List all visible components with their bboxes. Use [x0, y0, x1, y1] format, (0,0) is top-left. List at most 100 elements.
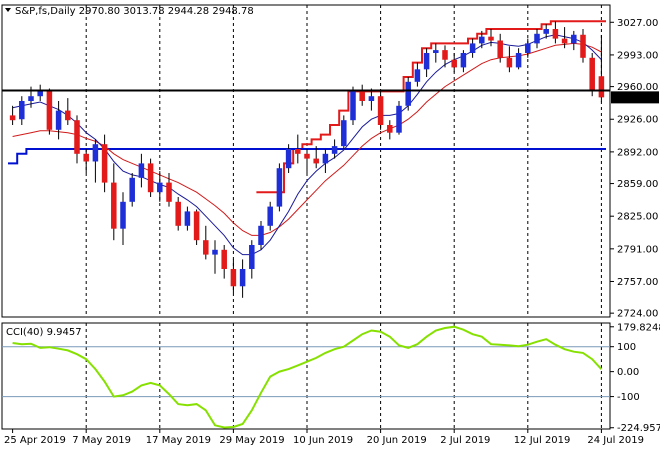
candle	[258, 221, 264, 250]
candle-body	[184, 211, 191, 226]
cci-y-axis: 179.8248 100 0.00 -100 -224.9578	[610, 322, 660, 434]
candle-body	[414, 69, 421, 82]
candle	[433, 43, 439, 63]
dropdown-triangle-icon[interactable]	[5, 8, 11, 12]
candle-body	[19, 101, 25, 120]
candle	[469, 38, 476, 58]
candle-body	[28, 96, 34, 101]
candle-body	[534, 33, 540, 44]
candle-body	[101, 144, 108, 183]
candle-body	[331, 146, 338, 154]
candle-body	[157, 182, 163, 193]
candle	[230, 259, 237, 293]
candle	[387, 120, 393, 140]
candle	[304, 149, 310, 173]
candle-body	[396, 105, 402, 133]
candle-body	[451, 59, 457, 68]
cci-y-tick-label: 100	[617, 342, 636, 353]
cci-y-tick-label: 0.00	[617, 367, 639, 378]
price-y-tick-label: 2825.00	[617, 212, 658, 223]
candle	[65, 98, 71, 125]
cci-grid	[1, 322, 611, 430]
candle	[267, 201, 273, 231]
candle	[285, 144, 292, 173]
candle	[451, 53, 457, 73]
candle	[414, 62, 421, 87]
candle	[423, 48, 430, 77]
candle-body	[525, 43, 531, 53]
candle-body	[460, 53, 467, 68]
candle	[313, 146, 319, 169]
cci-y-tick-label: 179.8248	[617, 322, 660, 333]
candle-body	[258, 225, 264, 245]
candle-body	[267, 206, 273, 226]
candle-body	[341, 120, 347, 147]
candle	[249, 240, 255, 279]
candle-body	[405, 81, 411, 106]
cci-series-line	[12, 325, 603, 429]
cci-label: CCI(40) 9.9457	[6, 327, 82, 338]
candle-body	[166, 182, 172, 202]
price-frame	[1, 4, 611, 318]
candle-body	[377, 96, 384, 125]
x-tick-label: 10 Jun 2019	[293, 435, 353, 446]
x-tick-label: 24 Jul 2019	[587, 435, 644, 446]
current-price-label: 2948.78	[617, 93, 658, 104]
candle-body	[359, 91, 365, 101]
fast-ma-line	[12, 34, 602, 256]
price-panel: 3027.00 2993.00 2960.00 2926.00 2892.00 2859.…	[1, 4, 659, 320]
candle	[138, 153, 145, 188]
candle	[175, 197, 181, 231]
candle	[460, 50, 467, 73]
cci-y-tick-label: -100	[617, 392, 640, 403]
cci-frame	[1, 322, 611, 430]
candle-body	[92, 144, 99, 162]
current-price-box	[611, 91, 659, 104]
candle-body	[571, 34, 577, 44]
candle	[488, 29, 494, 47]
candle-body	[515, 53, 522, 68]
candle-body	[111, 182, 117, 229]
candle-body	[129, 177, 135, 202]
candle	[157, 171, 163, 202]
candle	[276, 163, 283, 212]
candle	[561, 27, 568, 49]
candle	[515, 48, 522, 70]
candle	[46, 88, 53, 135]
candle-body	[230, 269, 237, 287]
candle	[396, 101, 402, 135]
candle-body	[387, 125, 393, 133]
candle	[368, 88, 375, 111]
price-y-tick-label: 2960.00	[617, 82, 658, 93]
candle-body	[543, 29, 549, 34]
candle	[442, 45, 448, 68]
candle	[184, 206, 191, 231]
candle-body	[368, 96, 375, 101]
moving-averages	[12, 34, 602, 256]
candle	[525, 38, 531, 58]
x-tick-label: 2 Jul 2019	[440, 435, 490, 446]
candle-body	[285, 149, 292, 169]
symbol-info: S&P,fs,Daily 2970.80 3013.78 2944.28 294…	[15, 6, 254, 17]
candle-body	[304, 153, 310, 159]
candle-body	[120, 201, 126, 229]
candle	[239, 259, 246, 298]
candle	[212, 240, 218, 274]
x-tick-label: 25 Apr 2019	[4, 435, 66, 446]
candle-body	[193, 211, 200, 241]
candle-body	[561, 38, 568, 44]
candle	[571, 30, 577, 51]
candle-body	[249, 245, 255, 269]
slow-ma-line	[12, 42, 602, 236]
cci-line	[2, 325, 610, 429]
price-y-tick-label: 2757.00	[617, 277, 658, 288]
candle	[497, 33, 503, 63]
candle-body	[65, 110, 71, 121]
candle	[331, 139, 338, 159]
candle	[193, 209, 200, 245]
candle	[359, 84, 365, 106]
candle-body	[479, 36, 485, 44]
candle-body	[488, 36, 494, 41]
price-y-tick-label: 2892.00	[617, 147, 658, 158]
